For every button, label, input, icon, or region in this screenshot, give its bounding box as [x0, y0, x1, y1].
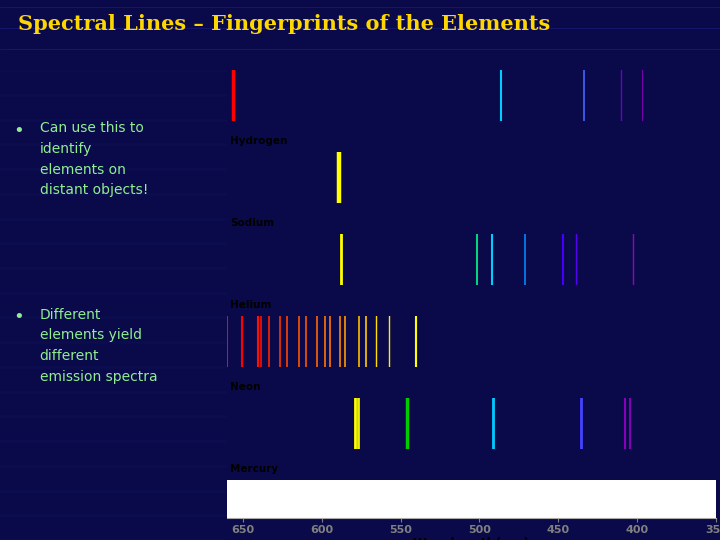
X-axis label: Wavelength(nm): Wavelength(nm) [413, 537, 530, 540]
Text: Can use this to
identify
elements on
distant objects!: Can use this to identify elements on dis… [40, 122, 148, 197]
Text: Different
elements yield
different
emission spectra: Different elements yield different emiss… [40, 308, 157, 383]
Text: Spectral Lines – Fingerprints of the Elements: Spectral Lines – Fingerprints of the Ele… [18, 14, 550, 35]
Text: Sodium: Sodium [230, 218, 274, 228]
Text: Mercury: Mercury [230, 464, 279, 474]
Text: •: • [13, 308, 24, 326]
Text: Hydrogen: Hydrogen [230, 136, 288, 146]
Text: Helium: Helium [230, 300, 271, 310]
Text: Neon: Neon [230, 382, 261, 392]
Text: •: • [13, 122, 24, 139]
